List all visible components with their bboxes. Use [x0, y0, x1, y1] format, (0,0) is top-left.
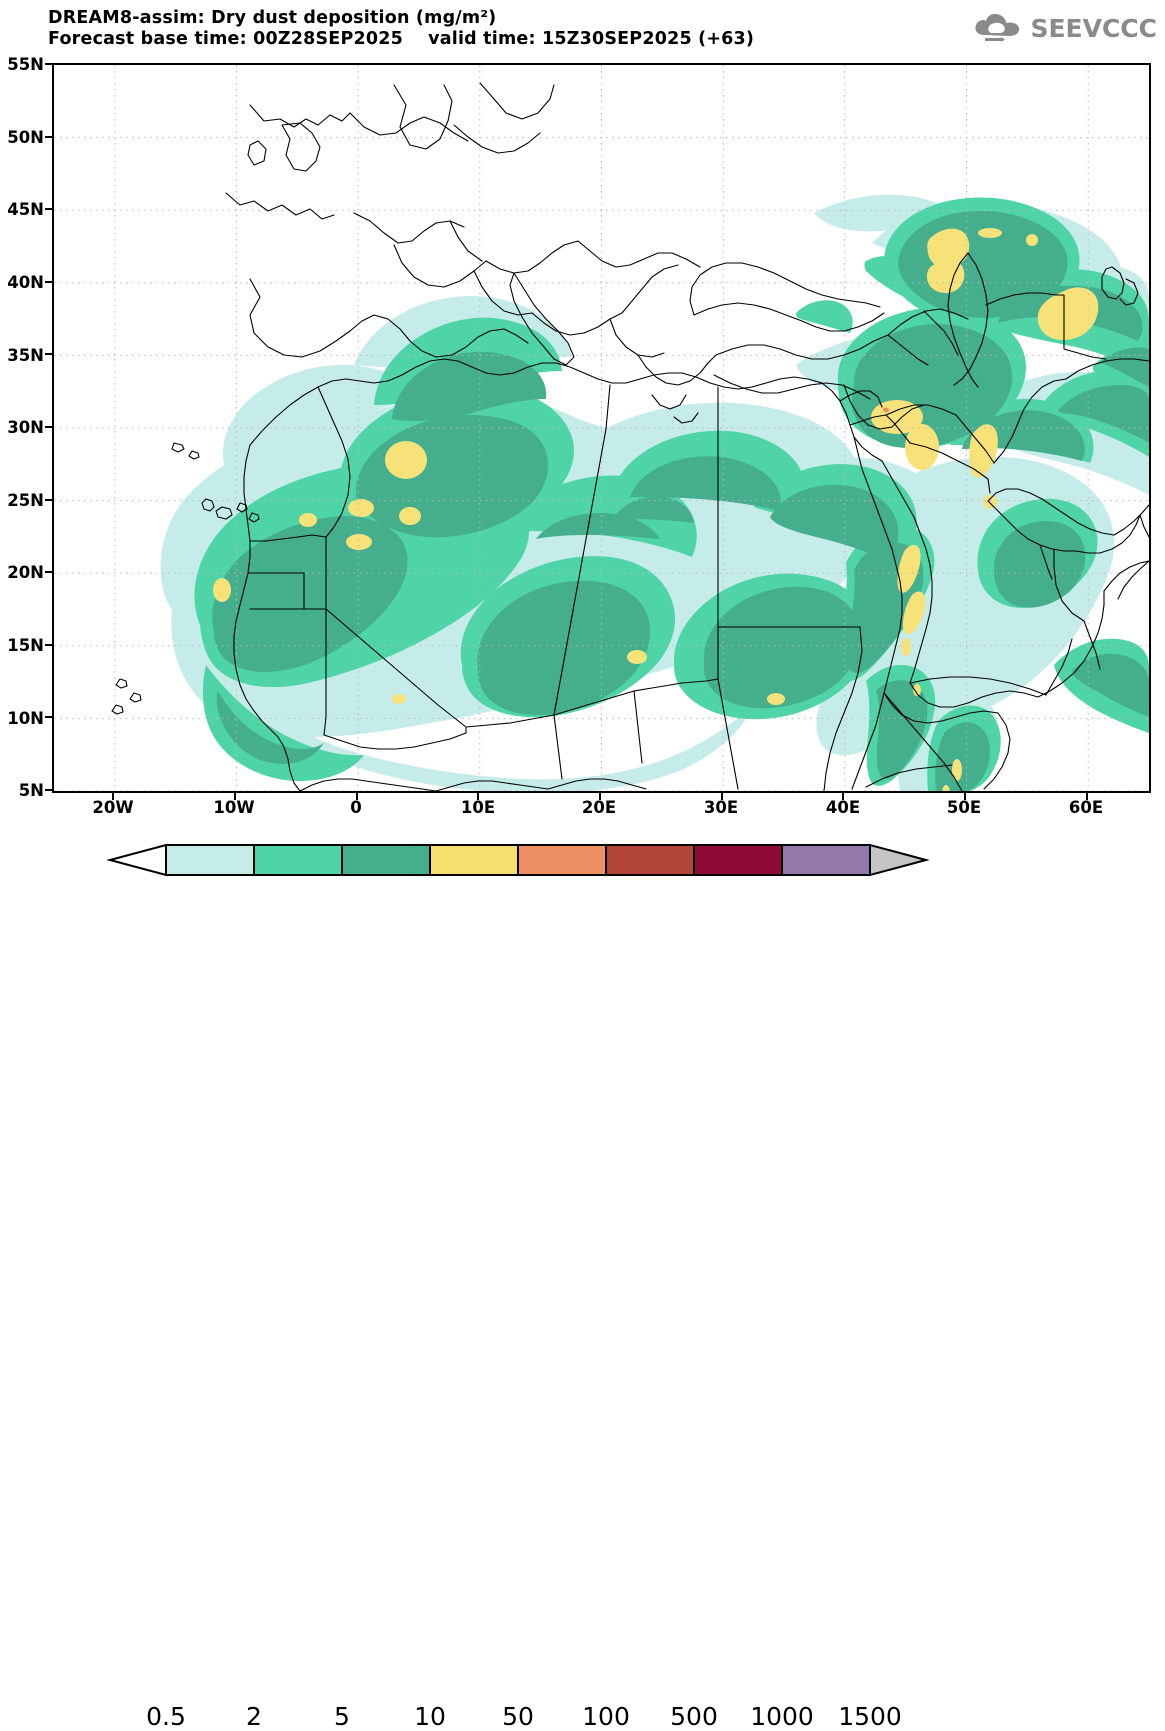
x-tick-label: 20W [92, 798, 134, 817]
colorbar-tick-label: 5 [334, 1702, 350, 1731]
forecast-time-subtitle: Forecast base time: 00Z28SEP2025 valid t… [48, 29, 755, 49]
colorbar-tick-label: 2 [246, 1702, 262, 1731]
x-tick-label: 40E [825, 798, 861, 817]
y-tick-label: 5N [18, 781, 44, 800]
y-tick-label: 35N [7, 346, 44, 365]
x-tick-label: 60E [1068, 798, 1104, 817]
dust-deposition-map [54, 65, 1149, 791]
cloud-icon [975, 13, 1020, 44]
colorbar-tick-label: 1000 [750, 1702, 814, 1731]
logo-text: SEEVCCC [1030, 13, 1157, 43]
x-tick-label: 50E [946, 798, 982, 817]
colorbar-tick-label: 1500 [838, 1702, 902, 1731]
colorbar-legend[interactable]: 0.5 2 5 10 50 100 500 1000 1500 [0, 838, 1165, 1731]
map-gridlines [54, 65, 1149, 791]
y-tick-label: 45N [7, 200, 44, 219]
map-plot-area[interactable] [52, 63, 1151, 793]
page-title: DREAM8-assim: Dry dust deposition (mg/m²… [48, 8, 497, 28]
y-tick-label: 25N [7, 491, 44, 510]
dust-contour-field [160, 194, 1149, 791]
x-tick-label: 30E [703, 798, 739, 817]
colorbar-tick-label: 0.5 [146, 1702, 186, 1731]
y-tick-label: 20N [7, 563, 44, 582]
x-tick-label: 20E [581, 798, 617, 817]
y-tick-label: 30N [7, 418, 44, 437]
colorbar-over-arrow [869, 843, 930, 877]
x-tick-label: 10W [213, 798, 255, 817]
x-tick-label: 10E [460, 798, 496, 817]
colorbar-tick-label: 500 [670, 1702, 718, 1731]
chart-header: DREAM8-assim: Dry dust deposition (mg/m²… [0, 0, 1165, 60]
y-tick-label: 40N [7, 273, 44, 292]
colorbar-tick-label: 10 [414, 1702, 446, 1731]
seevccc-logo: SEEVCCC [972, 8, 1157, 48]
y-tick-label: 50N [7, 128, 44, 147]
x-tick-label: 0 [350, 798, 362, 817]
y-tick-label: 55N [7, 55, 44, 74]
y-tick-label: 10N [7, 709, 44, 728]
colorbar-swatches[interactable] [106, 843, 930, 877]
colorbar-tick-label: 100 [582, 1702, 630, 1731]
y-tick-label: 15N [7, 636, 44, 655]
colorbar-tick-label: 50 [502, 1702, 534, 1731]
map-coastlines [111, 82, 1149, 791]
